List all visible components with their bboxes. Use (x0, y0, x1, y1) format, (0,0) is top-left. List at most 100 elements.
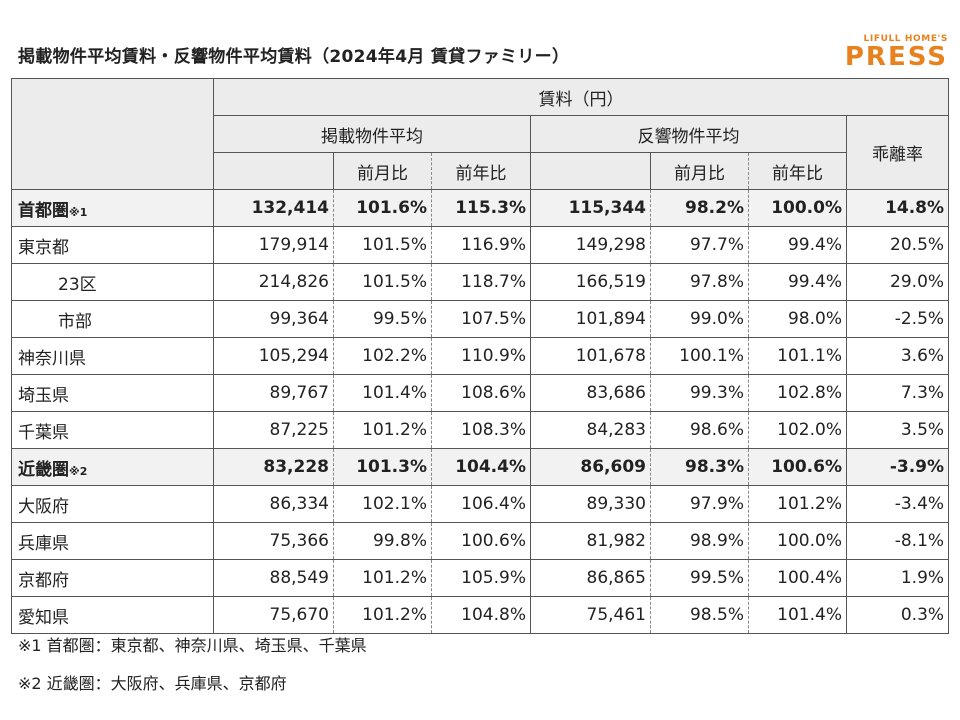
response-mom: 99.0% (650, 300, 749, 338)
response-yoy: 100.6% (748, 448, 847, 486)
region-name: 兵庫県 (11, 522, 214, 560)
response-yoy: 101.1% (748, 337, 847, 375)
region-name: 23区 (11, 263, 214, 301)
response-yoy: 100.0% (748, 522, 847, 560)
header-rent-group: 賃料（円） (212, 78, 950, 116)
response-yoy: 99.4% (748, 226, 847, 264)
listing-rent: 99,364 (213, 300, 334, 338)
listing-rent: 83,228 (213, 448, 334, 486)
deviation-rate: 3.5% (845, 411, 950, 449)
response-rent: 89,330 (530, 485, 651, 523)
listing-rent: 87,225 (213, 411, 334, 449)
listing-mom: 99.5% (333, 300, 432, 338)
table-row: 近畿圏※2 83,228 101.3% 104.4% 86,609 98.3% 100.6%… (11, 448, 950, 486)
response-yoy: 102.0% (748, 411, 847, 449)
region-label: 市部 (58, 311, 92, 332)
response-rent: 81,982 (530, 522, 651, 560)
header-response-yoy: 前年比 (748, 152, 847, 190)
response-mom: 98.2% (650, 189, 749, 227)
region-name: 東京都 (11, 226, 214, 264)
listing-rent: 179,914 (213, 226, 334, 264)
table-row: 首都圏※1 132,414 101.6% 115.3% 115,344 98.2% 100.… (11, 189, 950, 227)
listing-rent: 75,366 (213, 522, 334, 560)
region-name: 千葉県 (11, 411, 214, 449)
footnote-2: ※2 近畿圏：大阪府、兵庫県、京都府 (18, 674, 287, 693)
region-label: 首都圏 (18, 200, 69, 221)
header-corner (11, 78, 214, 190)
response-mom: 97.8% (650, 263, 749, 301)
listing-mom: 101.2% (333, 559, 432, 597)
header-listing-mom: 前月比 (333, 152, 432, 190)
listing-yoy: 116.9% (431, 226, 531, 264)
region-name: 市部 (11, 300, 214, 338)
response-yoy: 99.4% (748, 263, 847, 301)
region-name: 首都圏※1 (11, 189, 214, 227)
header-response-blank (530, 152, 651, 190)
deviation-rate: -3.9% (845, 448, 950, 486)
table-row: 23区 214,826 101.5% 118.7% 166,519 97.8% 99.4% 2… (11, 263, 950, 301)
listing-mom: 101.2% (333, 596, 432, 634)
footnote-1: ※1 首都圏：東京都、神奈川県、埼玉県、千葉県 (18, 636, 367, 655)
response-rent: 101,894 (530, 300, 651, 338)
response-yoy: 98.0% (748, 300, 847, 338)
deviation-rate: -2.5% (845, 300, 950, 338)
region-name: 愛知県 (11, 596, 214, 634)
response-mom: 99.5% (650, 559, 749, 597)
region-label: 23区 (58, 274, 97, 295)
region-label: 大阪府 (18, 496, 69, 517)
region-label: 神奈川県 (18, 348, 86, 369)
deviation-rate: 20.5% (845, 226, 950, 264)
deviation-rate: -8.1% (845, 522, 950, 560)
response-rent: 83,686 (530, 374, 651, 412)
response-mom: 98.9% (650, 522, 749, 560)
header-response-mom: 前月比 (650, 152, 749, 190)
response-mom: 98.3% (650, 448, 749, 486)
response-mom: 99.3% (650, 374, 749, 412)
region-label: 兵庫県 (18, 533, 69, 554)
region-name: 埼玉県 (11, 374, 214, 412)
listing-yoy: 104.4% (431, 448, 531, 486)
response-yoy: 100.4% (748, 559, 847, 597)
table-row: 埼玉県 89,767 101.4% 108.6% 83,686 99.3% 102.8% 7.… (11, 374, 950, 412)
footnote-marker: ※1 (69, 205, 88, 219)
region-label: 東京都 (18, 237, 69, 258)
listing-yoy: 108.6% (431, 374, 531, 412)
brand-logo: LIFULL HOME'S PRESS (824, 34, 948, 74)
footnote-marker: ※2 (69, 464, 88, 478)
table-row: 神奈川県 105,294 102.2% 110.9% 101,678 100.1% 101.… (11, 337, 950, 375)
deviation-rate: 0.3% (845, 596, 950, 634)
listing-mom: 102.2% (333, 337, 432, 375)
response-rent: 149,298 (530, 226, 651, 264)
logo-main-text: PRESS (844, 42, 948, 72)
table-body: 首都圏※1 132,414 101.6% 115.3% 115,344 98.2% 100.… (11, 189, 950, 634)
table-row: 大阪府 86,334 102.1% 106.4% 89,330 97.9% 101.2% -3… (11, 485, 950, 523)
listing-yoy: 118.7% (431, 263, 531, 301)
deviation-rate: 1.9% (845, 559, 950, 597)
response-mom: 97.7% (650, 226, 749, 264)
listing-yoy: 100.6% (431, 522, 531, 560)
response-mom: 98.6% (650, 411, 749, 449)
region-label: 千葉県 (18, 422, 69, 443)
listing-rent: 89,767 (213, 374, 334, 412)
listing-mom: 101.6% (333, 189, 432, 227)
deviation-rate: 14.8% (845, 189, 950, 227)
listing-rent: 214,826 (213, 263, 334, 301)
response-rent: 86,865 (530, 559, 651, 597)
listing-rent: 132,414 (213, 189, 334, 227)
region-label: 埼玉県 (18, 385, 69, 406)
deviation-rate: 29.0% (845, 263, 950, 301)
response-yoy: 101.2% (748, 485, 847, 523)
region-name: 京都府 (11, 559, 214, 597)
header-listing-average: 掲載物件平均 (213, 115, 531, 153)
region-name: 近畿圏※2 (11, 448, 214, 486)
table-row: 千葉県 87,225 101.2% 108.3% 84,283 98.6% 102.0% 3.… (11, 411, 950, 449)
response-rent: 166,519 (530, 263, 651, 301)
listing-mom: 101.5% (333, 226, 432, 264)
region-label: 愛知県 (18, 607, 69, 628)
region-label: 京都府 (18, 570, 69, 591)
table-row: 京都府 88,549 101.2% 105.9% 86,865 99.5% 100.4% 1.… (11, 559, 950, 597)
listing-rent: 86,334 (213, 485, 334, 523)
table-row: 市部 99,364 99.5% 107.5% 101,894 99.0% 98.0% -2.5… (11, 300, 950, 338)
table-row: 兵庫県 75,366 99.8% 100.6% 81,982 98.9% 100.0% -8.… (11, 522, 950, 560)
listing-mom: 101.5% (333, 263, 432, 301)
